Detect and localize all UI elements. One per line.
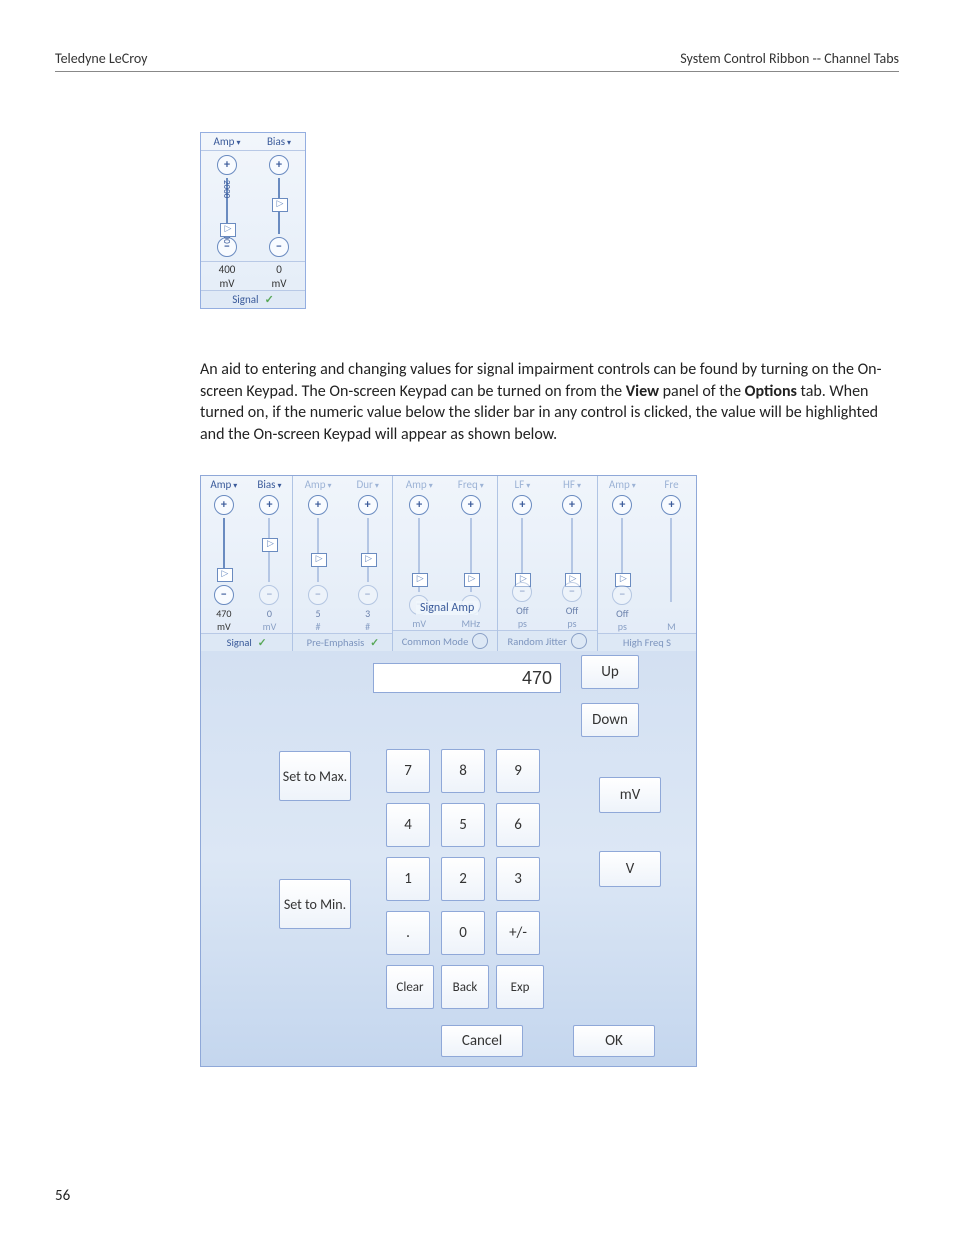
signal-footer[interactable]: Signal✓	[201, 290, 305, 308]
bias-dropdown[interactable]: Bias▾	[253, 133, 305, 150]
scale-top: 2000	[221, 180, 232, 198]
body-paragraph: An aid to entering and changing values f…	[200, 359, 900, 445]
amp-plus-button[interactable]: +	[217, 155, 237, 175]
amp-dropdown[interactable]: Amp▾	[201, 133, 253, 150]
signal-small-panel: Amp▾ Bias▾ + 2000 100 ▷ − + ▷ −	[200, 132, 306, 309]
key-back[interactable]: Back	[441, 965, 489, 1009]
ribbon-group-hfs: Amp▾ Fre +▷− + Off psM High Freq S	[598, 476, 696, 651]
set-max-button[interactable]: Set to Max.	[279, 751, 351, 801]
amp-value[interactable]: 400	[201, 262, 253, 277]
bias-minus-button[interactable]: −	[269, 237, 289, 257]
bias-thumb[interactable]: ▷	[272, 198, 288, 212]
cancel-button[interactable]: Cancel	[441, 1025, 523, 1057]
key-0[interactable]: 0	[441, 911, 485, 955]
key-clear[interactable]: Clear	[386, 965, 434, 1009]
key-5[interactable]: 5	[441, 803, 485, 847]
keypad-screenshot: Amp▾ Bias▾ +▷− +▷− 4700 mVmV Signal✓ Amp…	[200, 475, 697, 1067]
key-4[interactable]: 4	[386, 803, 430, 847]
key-dot[interactable]: .	[386, 911, 430, 955]
bias-unit: mV	[253, 277, 305, 290]
chevron-down-icon: ▾	[236, 138, 240, 148]
rib-foot-jitter[interactable]: Random Jitter	[498, 630, 597, 651]
bias-plus-button[interactable]: +	[269, 155, 289, 175]
key-6[interactable]: 6	[496, 803, 540, 847]
key-1[interactable]: 1	[386, 857, 430, 901]
header-right: System Control Ribbon -- Channel Tabs	[680, 50, 899, 67]
header-left: Teledyne LeCroy	[55, 50, 148, 67]
page-header: Teledyne LeCroy System Control Ribbon --…	[55, 50, 899, 72]
unit-v-button[interactable]: V	[599, 851, 661, 887]
ribbon-group-signal: Amp▾ Bias▾ +▷− +▷− 4700 mVmV Signal✓	[201, 476, 293, 651]
key-9[interactable]: 9	[496, 749, 540, 793]
circle-icon	[472, 633, 488, 649]
signal-amp-label: Signal Amp	[416, 601, 478, 615]
key-plusminus[interactable]: +/-	[496, 911, 540, 955]
keypad-display[interactable]	[373, 663, 561, 693]
up-button[interactable]: Up	[581, 655, 639, 689]
plus-icon[interactable]: +	[214, 495, 234, 515]
set-min-button[interactable]: Set to Min.	[279, 879, 351, 929]
amp-thumb[interactable]: ▷	[220, 223, 236, 237]
key-7[interactable]: 7	[386, 749, 430, 793]
bias-value[interactable]: 0	[253, 262, 305, 277]
ribbon-group-common: Amp▾ Freq▾ +▷− +▷− mVMHz Common Mode	[393, 476, 497, 651]
amp-unit: mV	[201, 277, 253, 290]
ok-button[interactable]: OK	[573, 1025, 655, 1057]
key-exp[interactable]: Exp	[496, 965, 544, 1009]
rib-foot-signal[interactable]: Signal✓	[201, 633, 292, 651]
rib-bias-dd[interactable]: Bias▾	[247, 476, 293, 493]
ribbon-group-jitter: LF▾ HF▾ +▷− +▷− OffOff psps Random Jitte…	[498, 476, 598, 651]
minus-icon[interactable]: −	[214, 585, 234, 605]
rib-foot-hfs[interactable]: High Freq S	[598, 633, 696, 651]
onscreen-keypad: Up Down Set to Max. Set to Min. 7 8 9 4 …	[201, 651, 696, 1066]
chevron-down-icon: ▾	[287, 138, 291, 148]
amp-slider[interactable]: 2000 100 ▷	[226, 178, 228, 234]
ribbon-group-preemph: Amp▾ Dur▾ +▷− +▷− 53 ## Pre-Emphasis✓	[293, 476, 393, 651]
bias-slider[interactable]: ▷	[278, 178, 280, 234]
rib-amp-dd[interactable]: Amp▾	[201, 476, 247, 493]
ribbon-bar: Amp▾ Bias▾ +▷− +▷− 4700 mVmV Signal✓ Amp…	[201, 476, 696, 651]
check-icon: ✓	[265, 293, 274, 306]
key-2[interactable]: 2	[441, 857, 485, 901]
page-number: 56	[55, 1187, 70, 1205]
rib-foot-preemph[interactable]: Pre-Emphasis✓	[293, 633, 392, 651]
key-3[interactable]: 3	[496, 857, 540, 901]
circle-icon	[571, 633, 587, 649]
key-8[interactable]: 8	[441, 749, 485, 793]
rib-foot-common[interactable]: Common Mode	[393, 630, 496, 651]
down-button[interactable]: Down	[581, 703, 639, 737]
unit-mv-button[interactable]: mV	[599, 777, 661, 813]
